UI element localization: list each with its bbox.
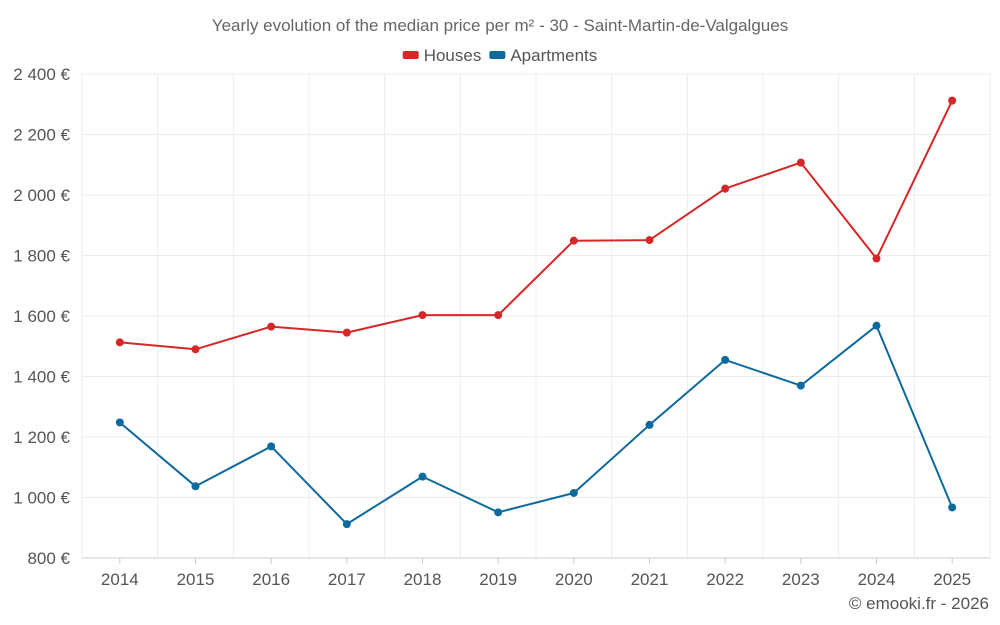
y-tick-label: 2 400 €	[13, 65, 70, 84]
legend: Houses Apartments	[402, 46, 597, 65]
series-layer	[115, 96, 957, 529]
x-tick-label: 2020	[555, 570, 593, 589]
apartments-point[interactable]	[191, 482, 200, 491]
houses-point[interactable]	[872, 254, 881, 263]
x-tick-label: 2014	[101, 570, 139, 589]
y-tick-label: 1 400 €	[13, 368, 70, 387]
x-tick-label: 2015	[177, 570, 215, 589]
y-tick-label: 2 200 €	[13, 126, 70, 145]
houses-point[interactable]	[494, 311, 503, 320]
legend-label: Apartments	[510, 46, 597, 65]
houses-point[interactable]	[721, 184, 730, 193]
houses-point[interactable]	[948, 96, 957, 105]
axes: 800 € 1 000 € 1 200 € 1 400 € 1 600 € 1 800 €…	[13, 65, 990, 589]
houses-point[interactable]	[267, 322, 276, 331]
credit-text: © emooki.fr - 2026	[849, 594, 989, 613]
x-tick-label: 2023	[782, 570, 820, 589]
x-tick-label: 2024	[858, 570, 896, 589]
apartments-point[interactable]	[267, 442, 276, 451]
series-houses	[115, 96, 957, 354]
x-tick-label: 2021	[631, 570, 669, 589]
apartments-point[interactable]	[645, 420, 654, 429]
x-tick-label: 2019	[479, 570, 517, 589]
apartments-point[interactable]	[872, 321, 881, 330]
y-tick-label: 1 800 €	[13, 247, 70, 266]
houses-line	[119, 100, 954, 351]
grid	[81, 73, 991, 558]
houses-point[interactable]	[115, 338, 124, 347]
apartments-point[interactable]	[569, 488, 578, 497]
houses-point[interactable]	[418, 311, 427, 320]
x-tick-label: 2017	[328, 570, 366, 589]
legend-swatch-apartments[interactable]	[489, 51, 506, 59]
x-tick-label: 2025	[933, 570, 971, 589]
y-tick-label: 1 600 €	[13, 307, 70, 326]
y-tick-label: 800 €	[27, 549, 70, 568]
apartments-point[interactable]	[494, 508, 503, 517]
x-tick-label: 2016	[252, 570, 290, 589]
houses-point[interactable]	[645, 236, 654, 245]
x-tick-label: 2022	[706, 570, 744, 589]
legend-label: Houses	[424, 46, 482, 65]
apartments-point[interactable]	[418, 472, 427, 481]
apartments-point[interactable]	[115, 418, 124, 427]
apartments-point[interactable]	[796, 381, 805, 390]
houses-point[interactable]	[191, 345, 200, 354]
apartments-point[interactable]	[948, 503, 957, 512]
apartments-point[interactable]	[721, 355, 730, 364]
legend-swatch-houses[interactable]	[402, 51, 419, 59]
x-tick-label: 2018	[404, 570, 442, 589]
chart-title: Yearly evolution of the median price per…	[212, 16, 788, 35]
series-apartments	[115, 321, 957, 529]
houses-point[interactable]	[569, 236, 578, 245]
houses-point[interactable]	[342, 328, 351, 337]
houses-point[interactable]	[796, 158, 805, 167]
y-tick-label: 1 200 €	[13, 428, 70, 447]
apartments-point[interactable]	[342, 520, 351, 529]
y-tick-label: 1 000 €	[13, 489, 70, 508]
y-tick-label: 2 000 €	[13, 186, 70, 205]
apartments-line	[119, 324, 954, 526]
